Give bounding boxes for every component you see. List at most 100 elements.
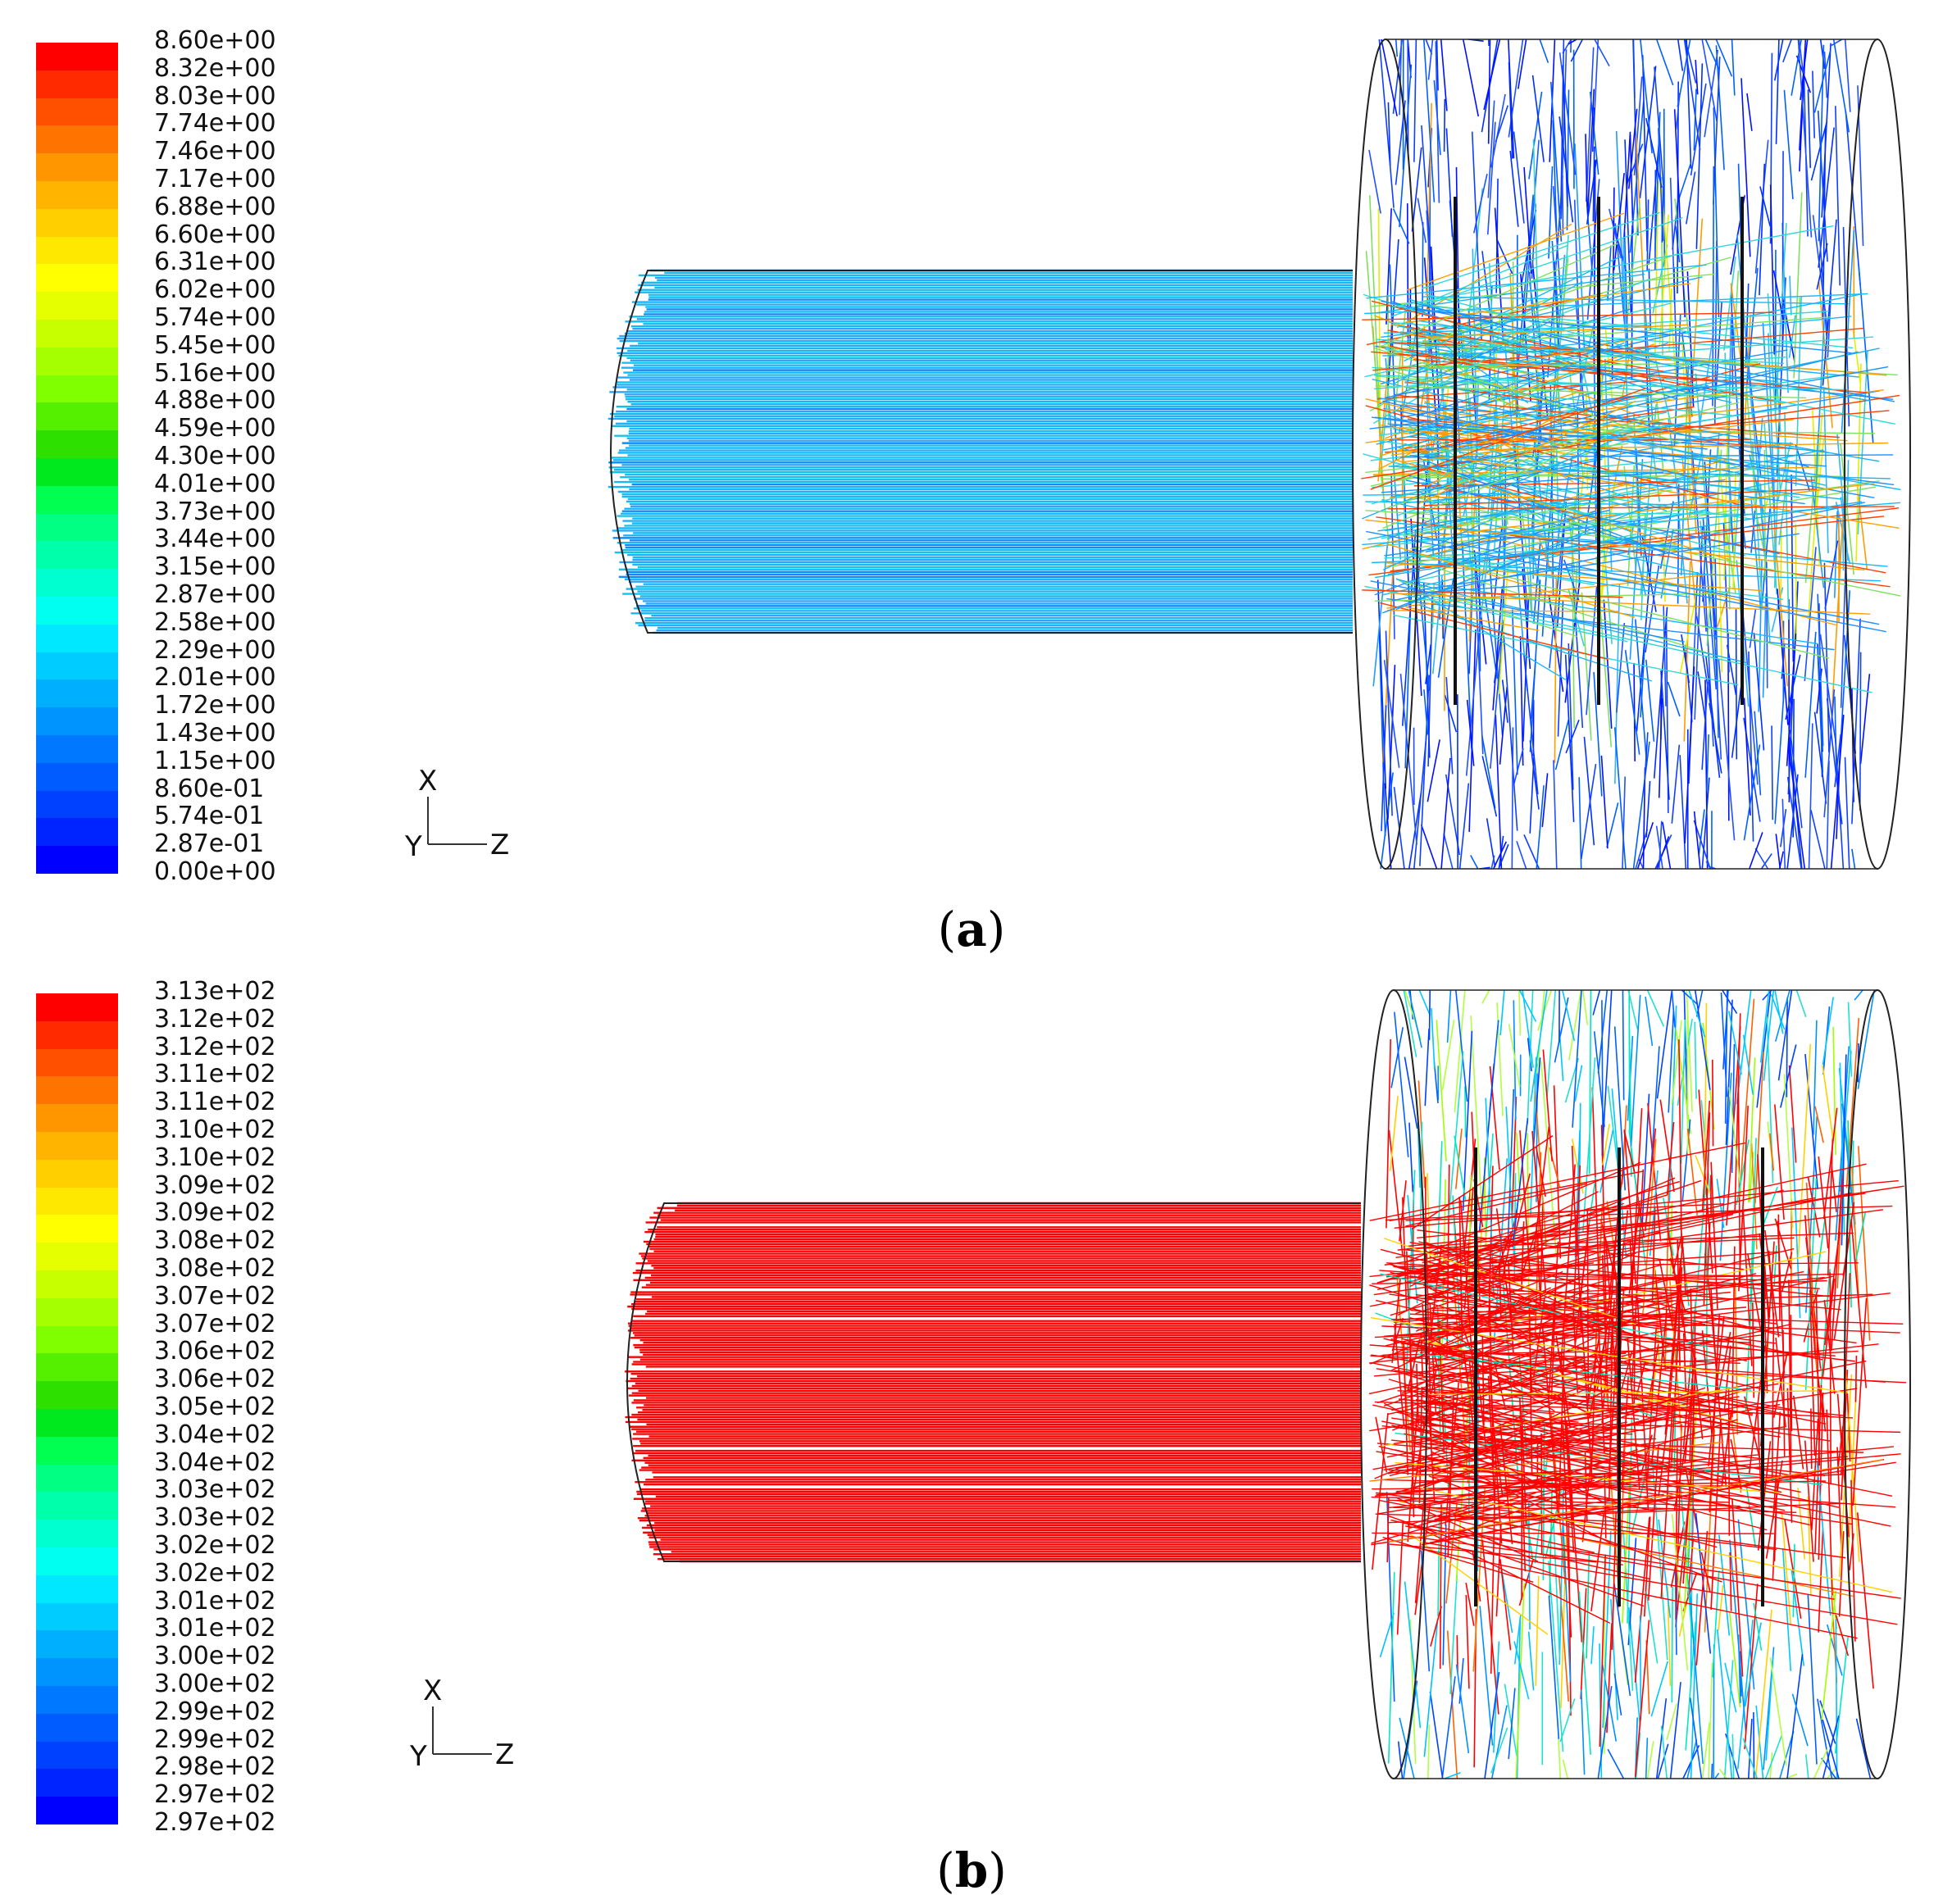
streamline [1859, 652, 1862, 811]
streamline [1600, 755, 1609, 849]
streamline [1405, 351, 1778, 383]
streamline [1804, 631, 1817, 778]
streamline [1840, 443, 1854, 575]
streamline [1858, 1146, 1871, 1341]
streamline [1673, 109, 1686, 318]
streamline [1422, 483, 1875, 538]
streamline [1720, 992, 1728, 1097]
streamline [1779, 1730, 1795, 1779]
streamline [1646, 989, 1665, 1027]
streamline [1688, 1582, 1704, 1765]
streamline [1795, 524, 1798, 641]
streamline [1484, 1671, 1500, 1779]
streamline [1856, 1512, 1874, 1689]
streamline [1389, 253, 1678, 356]
streamline [1840, 1273, 1851, 1475]
scale-label: 3.04e+02 [154, 1420, 276, 1449]
streamline [1677, 81, 1679, 294]
streamline [1405, 584, 1540, 595]
streamline [1518, 989, 1537, 1022]
scale-label: 2.99e+02 [154, 1725, 276, 1754]
streamline [1401, 1197, 1408, 1312]
streamline [1745, 1484, 1756, 1547]
scale-label: 3.12e+02 [154, 1032, 276, 1061]
streamline [1827, 1138, 1834, 1276]
scale-label: 3.00e+02 [154, 1642, 276, 1671]
color-swatch [36, 1076, 118, 1105]
streamline [1381, 39, 1398, 116]
streamline [1668, 288, 1672, 352]
streamline [1821, 43, 1832, 218]
streamline [1840, 558, 1847, 708]
streamline [1807, 89, 1812, 168]
streamline [1797, 1043, 1812, 1256]
streamline [1364, 293, 1868, 315]
streamline [1638, 858, 1645, 870]
streamline [1479, 1606, 1494, 1746]
streamline [1413, 1443, 1587, 1489]
streamline [1634, 1620, 1650, 1778]
streamline [1389, 1170, 1644, 1222]
streamline [1377, 1461, 1696, 1515]
streamline [1678, 1039, 1682, 1249]
streamline [1397, 1227, 1576, 1316]
streamline [1751, 443, 1763, 611]
scale-label: 1.72e+00 [154, 691, 276, 720]
streamline [1839, 1062, 1845, 1236]
inlet-pipe-outline [610, 270, 1353, 634]
streamline [1851, 1166, 1860, 1307]
streamline [1731, 1499, 1744, 1677]
scale-label: 6.02e+00 [154, 275, 276, 305]
scale-label: 3.08e+02 [154, 1254, 276, 1283]
streamline [1368, 195, 1381, 406]
streamline [1858, 264, 1874, 443]
streamline [1847, 1384, 1858, 1556]
streamline [1427, 39, 1434, 80]
streamline [1805, 1182, 1818, 1370]
streamline [1745, 1235, 1755, 1411]
streamline [1749, 609, 1757, 648]
streamline [1431, 1451, 1618, 1547]
scale-label: 3.73e+00 [154, 497, 276, 526]
streamline [1392, 208, 1410, 244]
streamline [1684, 644, 1693, 723]
streamline [1839, 1050, 1852, 1192]
streamline [1554, 719, 1570, 770]
streamline [1742, 1738, 1759, 1779]
streamline [1378, 1499, 1690, 1560]
color-swatch [36, 569, 118, 597]
streamline [1552, 120, 1558, 230]
streamline [1791, 475, 1795, 662]
streamline [1731, 1043, 1736, 1174]
streamline [1568, 643, 1574, 790]
streamline [1402, 473, 1743, 504]
streamline [1731, 39, 1736, 96]
streamline [1831, 520, 1844, 722]
streamline [1418, 516, 1677, 546]
scale-label: 6.60e+00 [154, 220, 276, 249]
streamline [1522, 989, 1534, 1068]
streamline [1403, 379, 1880, 462]
streamline [1586, 1551, 1590, 1659]
streamline [1530, 989, 1548, 1102]
streamline [1405, 1205, 1893, 1221]
color-swatch [36, 513, 118, 542]
scale-label: 2.99e+02 [154, 1697, 276, 1726]
streamline [1387, 1572, 1395, 1764]
scale-label: 3.10e+02 [154, 1116, 276, 1144]
streamline [1527, 1631, 1535, 1691]
streamline [1399, 673, 1417, 845]
streamline [1383, 660, 1400, 768]
streamline [1754, 1052, 1765, 1204]
streamline [1742, 1034, 1754, 1095]
streamline [1648, 140, 1660, 265]
streamline [1818, 1392, 1824, 1560]
streamline [1622, 989, 1625, 1101]
streamline [1376, 1492, 1730, 1503]
color-swatch [36, 1769, 118, 1797]
streamline [1645, 1738, 1649, 1779]
streamline [1468, 629, 1477, 832]
scale-label: 1.15e+00 [154, 746, 276, 775]
streamline [1381, 300, 1895, 402]
streamline [1715, 431, 1720, 472]
